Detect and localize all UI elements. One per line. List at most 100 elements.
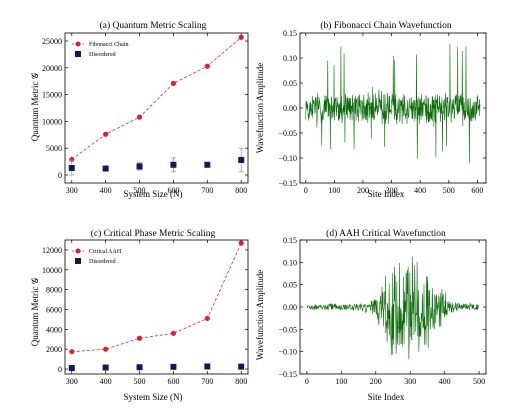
plot-frame	[64, 32, 249, 184]
x-tick-label: 700	[201, 186, 213, 195]
x-tick-label: 400	[439, 377, 451, 386]
x-tick-label: 0	[304, 186, 308, 195]
y-tick-label: 0.00	[283, 104, 297, 113]
y-tick-label: 0.15	[283, 236, 297, 245]
x-tick-label: 500	[134, 377, 146, 386]
panel-c-title: (c) Critical Phase Metric Scaling	[91, 228, 216, 239]
data-point	[102, 165, 109, 172]
panel-d-xlabel: Site Index	[368, 392, 405, 402]
series-line	[71, 36, 242, 160]
y-tick-label: 0	[58, 171, 62, 180]
panel-c-xlabel: System Size (N)	[124, 392, 183, 402]
legend-fibonacci-label: Fibonacci Chain	[89, 42, 129, 48]
legend-critical-aah-label: Critical AAH	[89, 249, 122, 255]
x-tick-label: 300	[66, 186, 78, 195]
data-point	[238, 240, 244, 246]
y-tick-label: 10000	[42, 117, 62, 126]
panel-a-title: (a) Quantum Metric Scaling	[100, 20, 207, 31]
x-tick-label: 600	[167, 186, 179, 195]
data-point	[238, 34, 244, 40]
y-tick-label: 0.05	[283, 79, 297, 88]
x-tick-label: 300	[66, 377, 78, 386]
x-tick-label: 800	[235, 186, 247, 195]
panel-a-legend: Fibonacci Chain Disordered	[72, 41, 129, 58]
x-tick-label: 500	[473, 377, 485, 386]
data-point	[170, 363, 177, 370]
x-tick-label: 100	[335, 377, 347, 386]
data-point	[170, 80, 177, 86]
x-tick-label: 400	[100, 377, 112, 386]
data-point	[68, 365, 75, 372]
x-tick-label: 300	[386, 186, 398, 195]
data-point	[136, 335, 143, 341]
x-tick-label: 600	[167, 377, 179, 386]
y-tick-label: 0.15	[283, 29, 297, 38]
data-point	[103, 131, 109, 137]
series-line	[71, 242, 242, 353]
y-tick-label: 15000	[42, 91, 62, 100]
panel-a: (a) Quantum Metric Scaling System Size (…	[30, 20, 249, 199]
x-tick-label: 400	[100, 186, 112, 195]
y-tick-label: −0.05	[278, 325, 297, 334]
data-point	[204, 161, 211, 168]
data-point	[204, 363, 211, 370]
y-tick-label: 0.10	[283, 258, 297, 267]
panel-d-plot: 0 100 200 300 400 500 −0.15 −0.10 −0.05 0.00 0.05 0…	[278, 236, 487, 386]
x-tick-label: 100	[328, 186, 340, 195]
legend-critical-aah-marker-icon	[75, 248, 81, 254]
data-point	[136, 364, 143, 371]
x-tick-label: 800	[235, 377, 247, 386]
y-tick-label: 4000	[46, 325, 62, 334]
x-tick-label: 0	[305, 377, 309, 386]
panel-b-plot: 0 100 200 300 400 500 600 −0.15 −0.10 −0.05 0.00 0.…	[278, 29, 487, 195]
panel-d: (d) AAH Critical Wavefunction Site Index…	[255, 228, 487, 402]
y-tick-label: 2000	[46, 345, 62, 354]
panel-b-ylabel: Wavefunction Amplitude	[255, 63, 265, 154]
panel-c: (c) Critical Phase Metric Scaling System…	[30, 228, 249, 402]
data-point	[136, 114, 143, 120]
panel-a-xlabel: System Size (N)	[124, 189, 183, 199]
data-point	[69, 349, 75, 355]
panel-a-plot: 300 400 500 600 700 800 0 5000 10000 15000 20000 25…	[42, 32, 249, 195]
y-tick-label: 0.05	[283, 281, 297, 290]
y-tick-label: 5000	[46, 144, 62, 153]
plot-frame	[64, 239, 249, 375]
y-tick-label: −0.05	[278, 129, 297, 138]
data-point	[68, 165, 75, 171]
x-tick-label: 700	[201, 377, 213, 386]
panel-b-xlabel: Site Index	[368, 189, 405, 199]
data-point	[102, 364, 109, 371]
y-tick-label: 25000	[42, 37, 62, 46]
legend-disordered-label: Disordered	[89, 52, 116, 58]
y-tick-label: 6000	[46, 305, 62, 314]
data-point	[238, 363, 245, 370]
y-tick-label: −0.10	[278, 154, 297, 163]
legend-disordered-marker-icon	[75, 51, 81, 57]
legend-disordered-marker-icon	[75, 258, 81, 264]
data-point	[103, 346, 109, 352]
data-point	[170, 330, 177, 336]
data-point	[204, 315, 210, 322]
y-tick-label: 10000	[42, 266, 62, 275]
x-tick-label: 300	[404, 377, 416, 386]
data-point	[170, 161, 177, 168]
x-tick-label: 400	[414, 186, 426, 195]
panel-b: (b) Fibonacci Chain Wavefunction Site In…	[255, 20, 487, 199]
y-tick-label: 0.00	[283, 303, 297, 312]
panel-c-ylabel: Quantum Metric 𝒢	[30, 277, 40, 346]
panel-b-title: (b) Fibonacci Chain Wavefunction	[320, 20, 451, 31]
x-tick-label: 500	[443, 186, 455, 195]
x-tick-label: 200	[357, 186, 369, 195]
y-tick-label: 0	[58, 365, 62, 374]
x-tick-label: 600	[471, 186, 483, 195]
y-tick-label: 20000	[42, 64, 62, 73]
y-tick-label: 8000	[46, 286, 62, 295]
x-tick-label: 500	[134, 186, 146, 195]
data-point	[204, 63, 210, 69]
y-tick-label: 12000	[42, 246, 62, 255]
y-tick-label: −0.15	[278, 179, 297, 188]
x-tick-label: 200	[370, 377, 382, 386]
wavefunction-line	[305, 43, 481, 164]
